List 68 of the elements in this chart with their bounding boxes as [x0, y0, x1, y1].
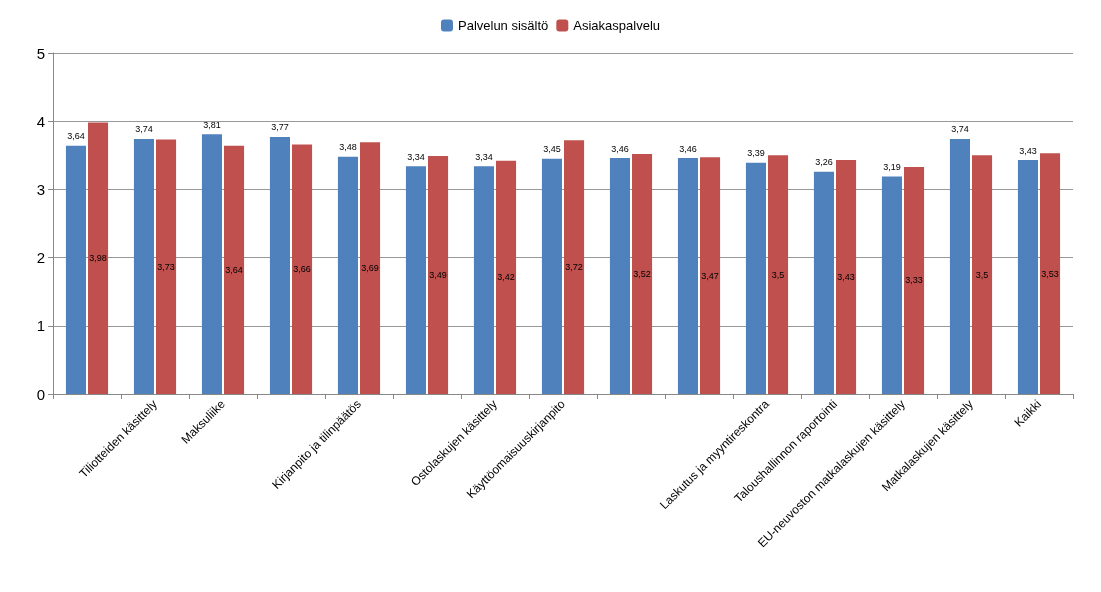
data-label: 3,69 — [361, 263, 379, 274]
data-label: 3,46 — [679, 143, 697, 154]
data-label: 3,77 — [271, 122, 289, 133]
data-label: 3,43 — [1019, 145, 1037, 156]
legend-label: Asiakaspalvelu — [573, 18, 661, 33]
bar — [496, 160, 517, 394]
bar — [88, 122, 109, 394]
data-label: 3,45 — [543, 144, 561, 155]
data-label: 3,5 — [975, 269, 989, 280]
data-label: 3,64 — [225, 264, 243, 275]
bar — [564, 140, 585, 394]
bar — [156, 139, 177, 394]
data-label: 3,53 — [1041, 268, 1059, 279]
data-label: 3,73 — [157, 261, 175, 272]
bar — [904, 166, 925, 394]
data-label: 3,74 — [135, 124, 153, 135]
bar — [881, 176, 902, 394]
data-label: 3,66 — [293, 264, 311, 275]
bar — [269, 136, 290, 394]
bar — [972, 155, 993, 394]
y-tick-label: 4 — [36, 112, 45, 130]
data-label: 3,19 — [883, 161, 901, 172]
bar — [292, 144, 313, 394]
bar — [405, 166, 426, 394]
data-label: 3,74 — [951, 124, 969, 135]
data-label: 3,81 — [203, 119, 221, 130]
bar — [768, 155, 789, 394]
data-label: 3,33 — [905, 275, 923, 286]
bar — [700, 157, 721, 394]
bar — [836, 160, 857, 394]
bar — [1040, 153, 1061, 394]
data-label: 3,42 — [497, 272, 515, 283]
bar — [1017, 160, 1038, 394]
bar — [541, 158, 562, 394]
bar — [813, 171, 834, 394]
data-label: 3,49 — [429, 269, 447, 280]
bar — [360, 142, 381, 394]
bar — [224, 145, 245, 394]
bar — [949, 138, 970, 394]
bar — [745, 162, 766, 394]
y-tick-label: 1 — [36, 317, 45, 335]
bar — [133, 138, 154, 394]
y-tick-label: 5 — [36, 44, 45, 62]
data-label: 3,64 — [67, 131, 85, 142]
data-label: 3,43 — [837, 272, 855, 283]
y-tick-label: 0 — [36, 385, 45, 403]
data-label: 3,34 — [475, 151, 493, 162]
bar — [677, 158, 698, 394]
data-label: 3,34 — [407, 151, 425, 162]
data-label: 3,52 — [633, 268, 651, 279]
data-label: 3,48 — [339, 142, 357, 153]
bar — [428, 155, 449, 394]
bar — [201, 134, 222, 394]
bar — [337, 156, 358, 394]
data-label: 3,47 — [701, 270, 719, 281]
data-label: 3,5 — [771, 269, 785, 280]
legend-label: Palvelun sisältö — [457, 18, 549, 33]
bar — [632, 153, 653, 394]
y-tick-label: 3 — [36, 180, 45, 198]
bar — [473, 166, 494, 394]
data-label: 3,72 — [565, 262, 583, 273]
bar — [609, 158, 630, 394]
data-label: 3,46 — [611, 143, 629, 154]
data-label: 3,39 — [747, 148, 765, 159]
data-label: 3,26 — [815, 157, 833, 168]
data-label: 3,98 — [89, 253, 107, 264]
bar — [65, 145, 86, 394]
y-tick-label: 2 — [36, 249, 45, 267]
